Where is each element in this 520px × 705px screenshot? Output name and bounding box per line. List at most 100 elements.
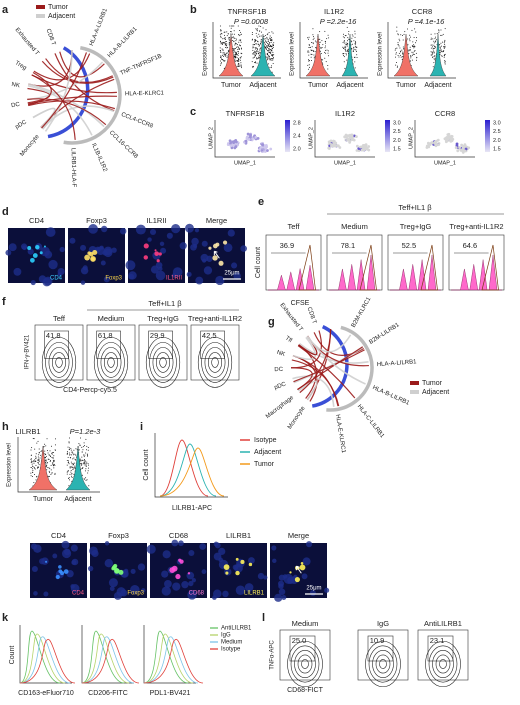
point — [412, 46, 414, 48]
point — [314, 40, 316, 42]
point — [328, 37, 330, 39]
point — [345, 53, 347, 55]
cell-dot — [428, 142, 432, 146]
point — [270, 59, 272, 61]
signal — [55, 574, 60, 580]
point — [344, 48, 346, 50]
cell-dot — [347, 137, 351, 141]
point — [79, 458, 81, 460]
nucleus — [171, 224, 181, 234]
point — [266, 41, 268, 43]
histogram — [81, 633, 130, 684]
nucleus — [171, 273, 177, 278]
point — [355, 51, 357, 53]
point — [273, 54, 275, 56]
point — [228, 44, 230, 46]
point — [70, 448, 72, 450]
point — [395, 62, 397, 64]
point — [266, 56, 268, 58]
point — [84, 463, 86, 465]
point — [251, 32, 253, 34]
point — [72, 466, 74, 468]
point — [30, 472, 32, 474]
map-title: TNFRSF1B — [226, 109, 265, 118]
cell-dot — [232, 141, 236, 145]
point — [431, 53, 433, 55]
point — [51, 452, 53, 454]
cell-label: DC — [274, 367, 283, 373]
signal — [175, 573, 181, 580]
point — [79, 462, 81, 464]
point — [219, 41, 221, 43]
point — [272, 44, 274, 46]
nucleus — [278, 583, 284, 589]
nucleus — [42, 277, 52, 287]
point — [325, 61, 327, 63]
nucleus — [87, 565, 94, 572]
cell-dot — [229, 141, 232, 145]
nucleus — [164, 580, 172, 588]
point — [273, 57, 275, 59]
pair-label: HLA-A-LILRB1 — [377, 359, 418, 368]
point — [233, 30, 235, 32]
point — [258, 56, 260, 58]
point — [224, 60, 226, 62]
point — [85, 452, 87, 454]
point — [434, 58, 436, 60]
point — [319, 42, 321, 44]
point — [261, 31, 263, 33]
point — [71, 466, 73, 468]
pair-label: IL1B-IL1R2 — [90, 143, 108, 174]
cell-label: Macrophage — [265, 394, 296, 420]
point — [412, 46, 414, 48]
point — [263, 38, 265, 40]
point — [343, 47, 345, 49]
point — [237, 25, 239, 27]
point — [308, 54, 310, 56]
point — [233, 33, 235, 35]
point — [74, 453, 76, 455]
point — [222, 59, 224, 61]
nucleus — [52, 553, 58, 559]
point — [238, 47, 240, 49]
point — [257, 36, 259, 38]
point — [444, 54, 446, 56]
point — [229, 25, 231, 27]
point — [311, 54, 313, 56]
point — [268, 47, 270, 49]
point — [256, 57, 258, 59]
point — [401, 34, 403, 36]
cell-dot — [350, 134, 354, 138]
cell-label: NK — [276, 350, 286, 358]
point — [353, 46, 355, 48]
point — [272, 51, 274, 53]
point — [234, 56, 236, 58]
point — [84, 464, 86, 466]
point — [443, 42, 445, 44]
point — [52, 464, 54, 466]
point — [412, 41, 414, 43]
point — [72, 464, 74, 466]
point — [410, 57, 412, 59]
signal — [39, 251, 43, 255]
point — [235, 53, 237, 55]
cell-dot — [456, 149, 460, 153]
point — [354, 44, 356, 46]
point — [268, 43, 270, 45]
channel-caption: IL1RII — [166, 276, 182, 282]
nucleus — [59, 246, 65, 253]
point — [270, 53, 272, 55]
point — [270, 58, 272, 60]
point — [224, 38, 226, 40]
point — [352, 49, 354, 51]
point — [444, 46, 446, 48]
contour — [439, 659, 447, 669]
point — [351, 34, 353, 36]
point — [443, 50, 445, 52]
signal — [143, 255, 149, 260]
condition-title: Medium — [341, 222, 368, 231]
signal — [208, 246, 212, 250]
contour — [301, 659, 309, 669]
point — [396, 26, 398, 28]
contour — [432, 650, 454, 678]
